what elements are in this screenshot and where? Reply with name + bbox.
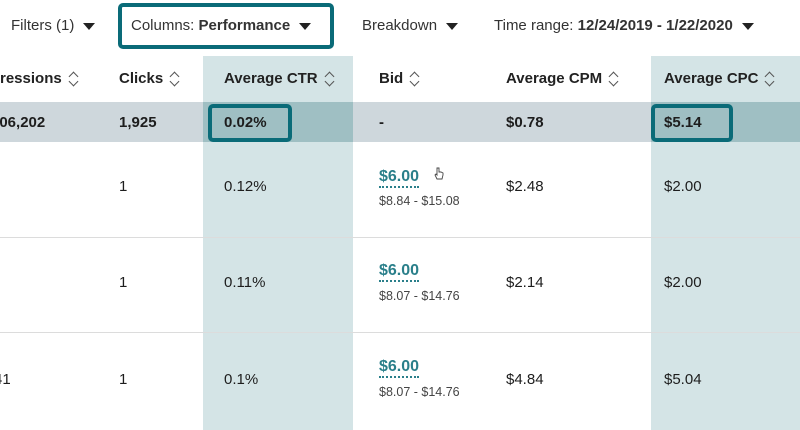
header-bid[interactable]: Bid bbox=[379, 70, 421, 87]
sort-icon bbox=[169, 71, 181, 87]
caret-down-icon bbox=[446, 22, 459, 30]
ctr-total-callout bbox=[208, 104, 292, 142]
row-average-cpc: $2.00 bbox=[664, 274, 702, 291]
row-average-cpc: $5.04 bbox=[664, 371, 702, 388]
row-average-ctr: 0.11% bbox=[224, 274, 266, 291]
header-average-cpm-label: Average CPM bbox=[506, 70, 603, 87]
header-impressions[interactable]: ressions bbox=[0, 70, 80, 87]
filters-label: Filters (1) bbox=[11, 17, 75, 34]
total-average-cpc: $5.14 bbox=[664, 114, 702, 131]
table-row[interactable]: 41 1 0.1% $6.00 $8.07 - $14.76 $4.84 $5.… bbox=[0, 333, 800, 428]
row-bid-range: $8.84 - $15.08 bbox=[379, 194, 460, 208]
cpc-total-highlight bbox=[651, 102, 800, 142]
pointer-cursor-icon bbox=[434, 167, 444, 180]
sort-icon bbox=[68, 71, 80, 87]
toolbar: Filters (1) Columns: Performance Breakdo… bbox=[0, 0, 800, 56]
row-impressions: 41 bbox=[0, 371, 11, 388]
time-range-prefix: Time range: bbox=[494, 17, 574, 34]
total-impressions: 506,202 bbox=[0, 114, 46, 131]
total-average-ctr: 0.02% bbox=[224, 114, 267, 131]
table-header: ressions Clicks Average CTR Bid Average … bbox=[0, 56, 800, 102]
header-clicks-label: Clicks bbox=[119, 70, 164, 87]
caret-down-icon bbox=[299, 22, 312, 30]
sort-icon bbox=[608, 71, 620, 87]
breakdown-label: Breakdown bbox=[362, 17, 438, 34]
header-impressions-label: ressions bbox=[0, 70, 62, 87]
table-row[interactable]: 1 0.12% $6.00 $8.84 - $15.08 $2.48 $2.00 bbox=[0, 142, 800, 237]
row-average-cpm: $2.48 bbox=[506, 178, 544, 195]
breakdown-dropdown[interactable]: Breakdown bbox=[362, 17, 459, 34]
header-average-cpc[interactable]: Average CPC bbox=[664, 70, 776, 87]
row-average-cpm: $2.14 bbox=[506, 274, 544, 291]
header-average-ctr[interactable]: Average CTR bbox=[224, 70, 336, 87]
ctr-total-highlight bbox=[203, 102, 353, 142]
row-bid-link[interactable]: $6.00 bbox=[379, 168, 420, 188]
row-average-cpm: $4.84 bbox=[506, 371, 544, 388]
row-bid-range: $8.07 - $14.76 bbox=[379, 385, 460, 399]
cpc-total-callout bbox=[651, 104, 733, 142]
row-average-ctr: 0.12% bbox=[224, 178, 267, 195]
row-divider bbox=[0, 332, 800, 333]
caret-down-icon bbox=[83, 22, 96, 30]
row-clicks: 1 bbox=[119, 371, 128, 388]
header-average-cpc-label: Average CPC bbox=[664, 70, 759, 87]
row-clicks: 1 bbox=[119, 178, 128, 195]
row-bid-link[interactable]: $6.00 bbox=[379, 358, 420, 378]
caret-down-icon bbox=[741, 22, 754, 30]
time-range-value: 12/24/2019 - 1/22/2020 bbox=[577, 17, 733, 34]
columns-highlight bbox=[118, 3, 334, 49]
total-bid: - bbox=[379, 114, 384, 131]
row-average-cpc: $2.00 bbox=[664, 178, 702, 195]
header-average-ctr-label: Average CTR bbox=[224, 70, 318, 87]
totals-row: 506,202 1,925 0.02% - $0.78 $5.14 bbox=[0, 102, 800, 142]
header-clicks[interactable]: Clicks bbox=[119, 70, 181, 87]
columns-prefix: Columns: bbox=[131, 17, 195, 34]
time-range-dropdown[interactable]: Time range: 12/24/2019 - 1/22/2020 bbox=[494, 17, 754, 34]
total-clicks: 1,925 bbox=[119, 114, 157, 131]
row-bid-link[interactable]: $6.00 bbox=[379, 262, 420, 282]
header-bid-label: Bid bbox=[379, 70, 404, 87]
row-clicks: 1 bbox=[119, 274, 128, 291]
filters-dropdown[interactable]: Filters (1) bbox=[11, 17, 96, 34]
header-average-cpm[interactable]: Average CPM bbox=[506, 70, 620, 87]
columns-dropdown[interactable]: Columns: Performance bbox=[131, 17, 312, 34]
row-bid-range: $8.07 - $14.76 bbox=[379, 289, 460, 303]
table-row[interactable]: 1 0.11% $6.00 $8.07 - $14.76 $2.14 $2.00 bbox=[0, 238, 800, 333]
sort-icon bbox=[324, 71, 336, 87]
row-divider bbox=[0, 237, 800, 238]
sort-icon bbox=[409, 71, 421, 87]
columns-value: Performance bbox=[198, 17, 291, 34]
total-average-cpm: $0.78 bbox=[506, 114, 544, 131]
row-average-ctr: 0.1% bbox=[224, 371, 259, 388]
sort-icon bbox=[764, 71, 776, 87]
